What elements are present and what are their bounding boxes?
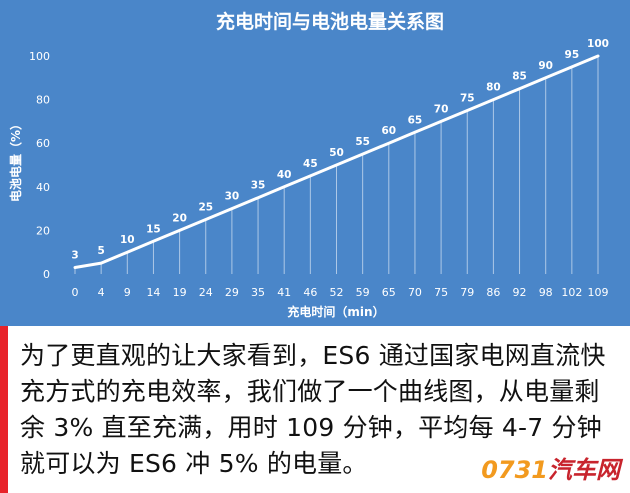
drop-lines (74, 56, 599, 274)
caption-accent-bar (0, 326, 8, 493)
y-tick-label: 80 (36, 94, 50, 107)
series-line (73, 54, 600, 269)
x-tick-label: 41 (277, 286, 291, 299)
data-label: 85 (512, 71, 527, 83)
x-tick-label: 29 (225, 286, 239, 299)
x-tick-label: 4 (98, 286, 105, 299)
data-label: 30 (225, 191, 240, 203)
y-tick-label: 60 (36, 137, 50, 150)
x-tick-label: 24 (199, 286, 213, 299)
x-tick-label: 75 (434, 286, 448, 299)
y-axis-label: 电池电量（%） (8, 118, 23, 202)
data-label: 35 (251, 180, 266, 192)
x-tick-label: 79 (460, 286, 474, 299)
x-tick-label: 0 (72, 286, 79, 299)
x-tick-label: 86 (486, 286, 500, 299)
x-tick-label: 102 (561, 286, 582, 299)
y-tick-label: 0 (43, 268, 50, 281)
data-label: 65 (408, 114, 423, 126)
x-tick-label: 46 (303, 286, 317, 299)
x-tick-label: 109 (588, 286, 609, 299)
x-tick-label: 65 (382, 286, 396, 299)
data-label: 20 (172, 212, 187, 224)
data-label: 75 (460, 93, 475, 105)
data-label: 100 (587, 38, 609, 50)
data-labels: 3 510152025303540455055606570758085909510… (71, 38, 609, 261)
y-axis-ticks: 0 20 40 60 80 100 (29, 50, 50, 281)
data-label: 90 (538, 60, 553, 72)
chart-title: 充电时间与电池电量关系图 (216, 10, 444, 33)
data-label: 5 (97, 245, 104, 257)
data-label: 55 (355, 136, 370, 148)
x-tick-label: 98 (539, 286, 553, 299)
x-tick-label: 52 (330, 286, 344, 299)
data-label: 25 (198, 202, 213, 214)
x-axis-label: 充电时间（min） (287, 304, 384, 319)
x-tick-label: 14 (146, 286, 160, 299)
data-label: 80 (486, 82, 501, 94)
data-label: 15 (146, 223, 161, 235)
watermark-text: 汽车网 (548, 456, 620, 484)
x-tick-label: 35 (251, 286, 265, 299)
data-label: 40 (277, 169, 292, 181)
caption-panel: 为了更直观的让大家看到，ES6 通过国家电网直流快充方式的充电效率，我们做了一个… (0, 326, 630, 493)
data-label: 10 (120, 234, 135, 246)
x-tick-label: 59 (356, 286, 370, 299)
y-tick-label: 20 (36, 224, 50, 237)
caption-text: 为了更直观的让大家看到，ES6 通过国家电网直流快充方式的充电效率，我们做了一个… (20, 341, 606, 478)
watermark-number: 0731 (481, 456, 548, 484)
x-axis-ticks: 0 4 9 14 19 24 29 35 41 46 52 59 65 70 75 79 86 92 98 102 10… (72, 286, 609, 299)
data-label: 45 (303, 158, 318, 170)
data-label: 3 (71, 249, 78, 261)
line-chart: 充电时间与电池电量关系图 电池电量（%） 充电时间（min） 020406080… (8, 10, 609, 319)
data-label: 60 (381, 125, 396, 137)
data-label: 50 (329, 147, 344, 159)
series-polyline (73, 54, 600, 269)
data-label: 70 (434, 103, 449, 115)
y-tick-label: 100 (29, 50, 50, 63)
watermark-logo: 0731汽车网 (481, 450, 620, 485)
chart-area: 充电时间与电池电量关系图 电池电量（%） 充电时间（min） 0 20 40 60 80… (0, 0, 630, 326)
data-label: 95 (565, 49, 580, 61)
x-tick-label: 92 (513, 286, 527, 299)
x-tick-label: 9 (124, 286, 131, 299)
x-tick-label: 70 (408, 286, 422, 299)
x-tick-label: 19 (173, 286, 187, 299)
y-tick-label: 40 (36, 181, 50, 194)
